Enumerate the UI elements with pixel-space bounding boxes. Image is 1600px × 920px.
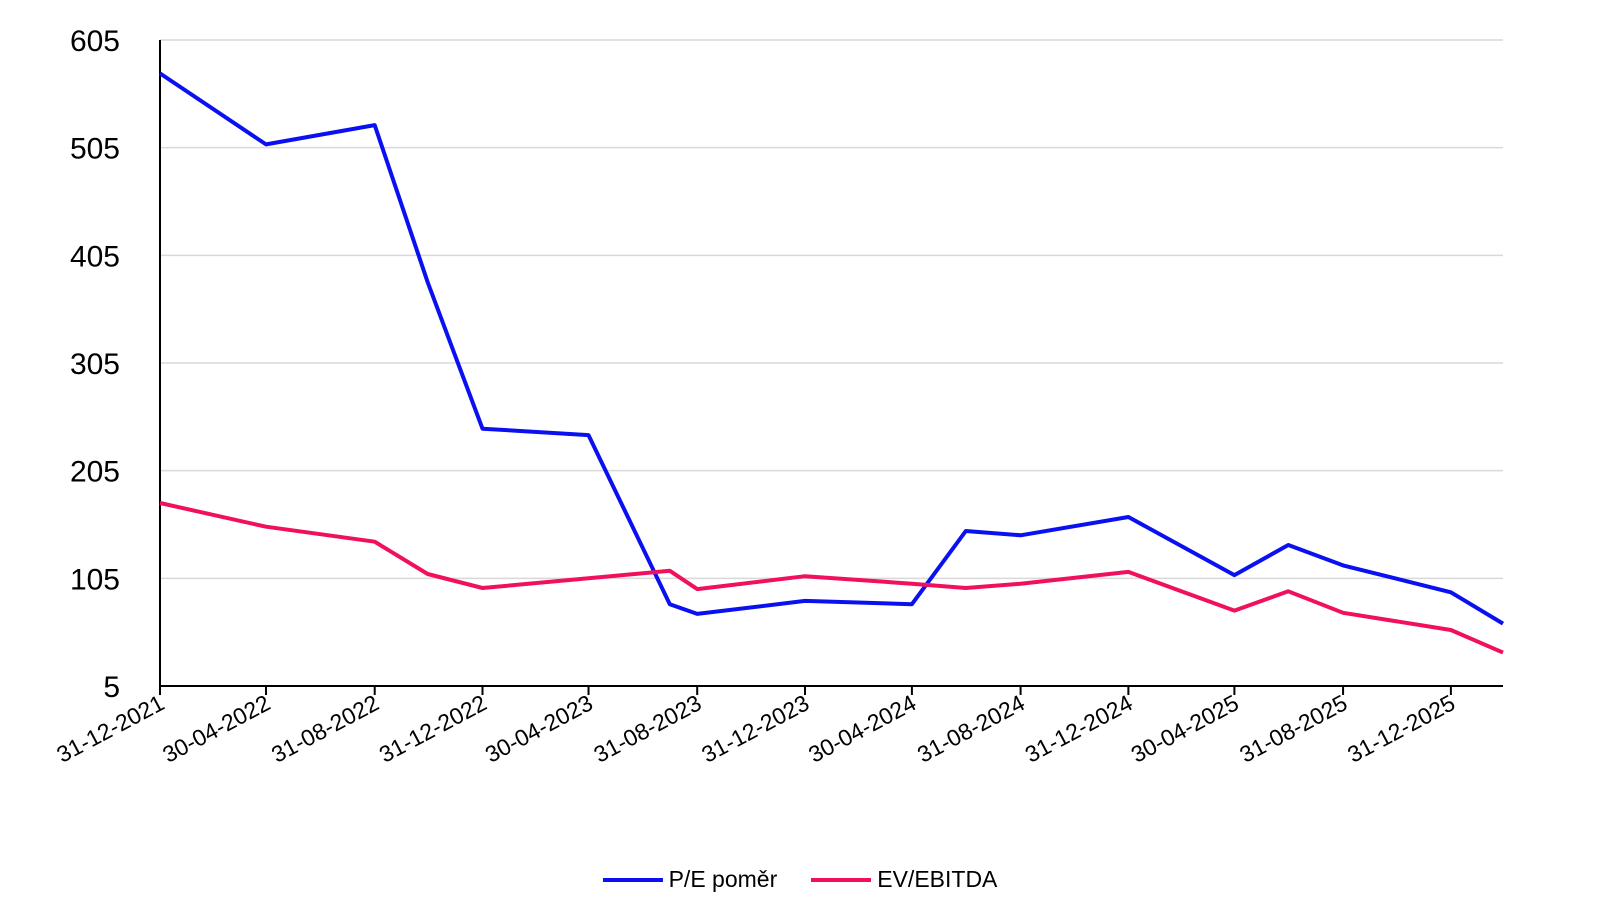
x-tick-label: 31-12-2025 [1343, 689, 1459, 767]
x-tick-label: 30-04-2024 [804, 689, 920, 767]
y-tick-label: 5 [103, 671, 120, 704]
x-tick-label: 31-08-2024 [913, 689, 1029, 767]
x-tick-label: 30-04-2023 [481, 689, 597, 767]
x-tick-label: 31-12-2024 [1021, 689, 1137, 767]
legend-item-ev-ebitda: EV/EBITDA [811, 866, 997, 893]
legend-swatch-pe [602, 877, 663, 882]
legend-label-ev-ebitda: EV/EBITDA [877, 866, 998, 892]
x-tick-label: 30-04-2022 [158, 689, 274, 767]
legend-label-pe: P/E poměr [668, 866, 778, 892]
y-tick-label: 405 [70, 240, 120, 273]
gridlines [160, 39, 1503, 580]
y-tick-label: 605 [70, 25, 120, 58]
series-line-0 [158, 71, 1505, 626]
x-tick-label: 31-12-2023 [697, 689, 813, 767]
x-tick-label: 31-08-2023 [589, 689, 705, 767]
legend: P/E poměr EV/EBITDA [0, 866, 1600, 893]
y-tick-label: 505 [70, 133, 120, 166]
x-axis-ticks: 31-12-202130-04-202231-08-202231-12-2022… [52, 686, 1459, 768]
y-tick-label: 305 [70, 348, 120, 381]
axes [159, 40, 1503, 687]
x-tick-label: 31-08-2022 [267, 689, 383, 767]
series-lines [158, 71, 1505, 655]
x-tick-label: 30-04-2025 [1127, 689, 1243, 767]
x-tick-label: 31-12-2022 [375, 689, 491, 767]
series-line-1 [159, 501, 1504, 655]
legend-swatch-ev-ebitda [811, 877, 872, 882]
x-tick-label: 31-08-2025 [1235, 689, 1351, 767]
y-axis-ticks: 5 105 205 305 405 505 605 [70, 25, 120, 704]
y-tick-label: 205 [70, 456, 120, 489]
y-tick-label: 105 [70, 563, 120, 596]
legend-item-pe: P/E poměr [602, 866, 778, 893]
line-chart: 5 105 205 305 405 505 605 31-12-202130-04-2022… [52, 25, 1505, 768]
